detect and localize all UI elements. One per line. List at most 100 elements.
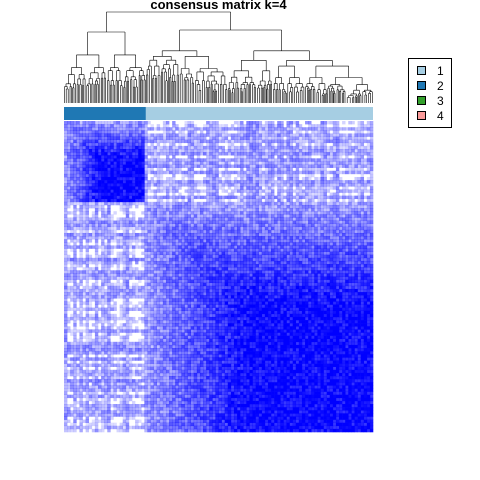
heatmap-cell bbox=[206, 251, 210, 256]
heatmap-cell bbox=[311, 127, 315, 131]
heatmap-cell bbox=[261, 251, 266, 256]
heatmap-cell bbox=[277, 167, 281, 172]
heatmap-cell bbox=[351, 148, 355, 153]
heatmap-cell bbox=[156, 136, 161, 140]
heatmap-cell bbox=[246, 139, 250, 144]
heatmap-cell bbox=[184, 133, 188, 137]
heatmap-cell bbox=[184, 282, 188, 287]
heatmap-cell bbox=[215, 139, 219, 144]
heatmap-cell bbox=[264, 267, 269, 271]
heatmap-cell bbox=[308, 260, 312, 265]
heatmap-cell bbox=[165, 220, 170, 224]
heatmap-cell bbox=[116, 236, 120, 240]
heatmap-cell bbox=[295, 217, 300, 221]
heatmap-cell bbox=[237, 186, 241, 190]
heatmap-cell bbox=[357, 145, 361, 150]
heatmap-cell bbox=[141, 127, 145, 131]
heatmap-cell bbox=[138, 192, 142, 196]
heatmap-cell bbox=[292, 279, 297, 284]
heatmap-cell bbox=[360, 176, 365, 181]
heatmap-cell bbox=[169, 245, 173, 249]
heatmap-cell bbox=[264, 161, 269, 165]
heatmap-cell bbox=[131, 133, 136, 137]
heatmap-cell bbox=[249, 211, 253, 215]
heatmap-cell bbox=[332, 251, 337, 256]
heatmap-cell bbox=[283, 260, 287, 265]
heatmap-cell bbox=[97, 201, 102, 206]
heatmap-cell bbox=[110, 189, 114, 193]
heatmap-cell bbox=[311, 267, 315, 271]
heatmap-cell bbox=[76, 270, 80, 274]
heatmap-cell bbox=[190, 211, 195, 215]
heatmap-cell bbox=[283, 127, 287, 131]
heatmap-cell bbox=[255, 195, 259, 200]
heatmap-cell bbox=[326, 282, 331, 287]
heatmap-cell bbox=[286, 267, 290, 271]
heatmap-cell bbox=[221, 239, 225, 243]
heatmap-cell bbox=[323, 133, 327, 137]
heatmap-cell bbox=[292, 214, 297, 218]
heatmap-cell bbox=[267, 198, 272, 203]
annotation-cluster-2 bbox=[64, 107, 146, 120]
heatmap-cell bbox=[212, 195, 216, 200]
heatmap-cell bbox=[264, 273, 269, 277]
heatmap-cell bbox=[193, 161, 198, 165]
heatmap-cell bbox=[135, 223, 139, 228]
heatmap-cell bbox=[212, 245, 216, 249]
heatmap-cell bbox=[209, 130, 213, 134]
heatmap-cell bbox=[305, 270, 309, 274]
heatmap-cell bbox=[215, 155, 219, 159]
heatmap-cell bbox=[277, 136, 281, 140]
heatmap-cell bbox=[252, 282, 256, 287]
heatmap-cell bbox=[203, 251, 207, 256]
heatmap-cell bbox=[196, 161, 201, 165]
heatmap-cell bbox=[187, 282, 191, 287]
heatmap-cell bbox=[329, 183, 334, 187]
heatmap-cell bbox=[184, 257, 188, 262]
heatmap-cell bbox=[271, 192, 275, 196]
heatmap-cell bbox=[64, 158, 68, 162]
heatmap-cell bbox=[153, 226, 157, 231]
heatmap-cell bbox=[76, 232, 80, 237]
heatmap-cell bbox=[128, 158, 133, 162]
heatmap-cell bbox=[159, 232, 164, 237]
heatmap-cell bbox=[345, 248, 349, 252]
heatmap-cell bbox=[240, 223, 244, 228]
heatmap-cell bbox=[85, 127, 90, 131]
heatmap-cell bbox=[277, 139, 281, 144]
heatmap-cell bbox=[187, 173, 191, 178]
heatmap-cell bbox=[360, 158, 365, 162]
heatmap-cell bbox=[274, 124, 278, 128]
heatmap-cell bbox=[227, 236, 232, 240]
heatmap-cell bbox=[107, 139, 111, 144]
heatmap-cell bbox=[144, 211, 148, 215]
heatmap-cell bbox=[261, 254, 266, 259]
heatmap-cell bbox=[323, 236, 327, 240]
heatmap-cell bbox=[320, 186, 324, 190]
heatmap-cell bbox=[233, 176, 238, 181]
heatmap-cell bbox=[94, 186, 99, 190]
heatmap-cell bbox=[308, 176, 312, 181]
heatmap-cell bbox=[363, 127, 368, 131]
heatmap-cell bbox=[101, 229, 105, 234]
heatmap-cell bbox=[113, 170, 117, 175]
heatmap-cell bbox=[326, 260, 331, 265]
heatmap-cell bbox=[113, 226, 117, 231]
heatmap-cell bbox=[128, 133, 133, 137]
heatmap-cell bbox=[141, 192, 145, 196]
heatmap-cell bbox=[342, 198, 346, 203]
heatmap-cell bbox=[128, 204, 133, 209]
heatmap-cell bbox=[70, 220, 74, 224]
heatmap-cell bbox=[354, 270, 358, 274]
heatmap-cell bbox=[150, 145, 154, 150]
heatmap-cell bbox=[212, 170, 216, 175]
heatmap-cell bbox=[190, 229, 195, 234]
heatmap-cell bbox=[320, 201, 324, 206]
heatmap-cell bbox=[94, 180, 99, 184]
heatmap-cell bbox=[249, 208, 253, 212]
heatmap-cell bbox=[128, 139, 133, 144]
heatmap-cell bbox=[292, 257, 297, 262]
heatmap-cell bbox=[255, 208, 259, 212]
heatmap-cell bbox=[110, 276, 114, 280]
heatmap-cell bbox=[320, 158, 324, 162]
